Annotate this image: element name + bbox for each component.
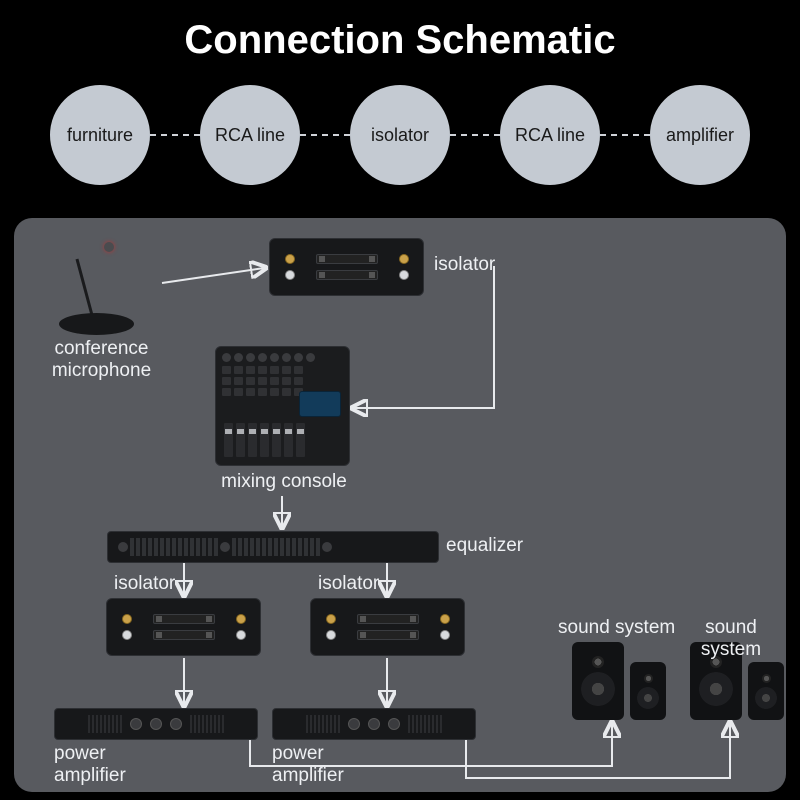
chain-node: RCA line	[500, 85, 600, 185]
schematic-panel: conference microphone isolator mixing co…	[14, 218, 786, 792]
device-equalizer	[107, 531, 439, 563]
label-power-amp-right: power amplifier	[272, 743, 362, 787]
label-mixer: mixing console	[214, 471, 354, 493]
chain-node: isolator	[350, 85, 450, 185]
chain-row: furniture RCA line isolator RCA line amp…	[0, 85, 800, 185]
device-isolator-left	[106, 598, 261, 656]
label-speakers-left: sound system	[558, 617, 675, 639]
chain-dash	[450, 134, 500, 136]
chain-dash	[150, 134, 200, 136]
device-mixing-console	[215, 346, 350, 466]
device-isolator-right	[310, 598, 465, 656]
label-isolator-top: isolator	[434, 254, 495, 276]
device-speakers-left	[572, 642, 666, 720]
label-isolator-left: isolator	[114, 573, 175, 595]
label-power-amp-left: power amplifier	[54, 743, 144, 787]
device-isolator-top	[269, 238, 424, 296]
label-isolator-right: isolator	[318, 573, 379, 595]
page-title: Connection Schematic	[0, 0, 800, 63]
chain-node: RCA line	[200, 85, 300, 185]
device-power-amp-left	[54, 708, 258, 740]
chain-node: amplifier	[650, 85, 750, 185]
label-microphone: conference microphone	[34, 338, 169, 382]
device-power-amp-right	[272, 708, 476, 740]
chain-dash	[600, 134, 650, 136]
device-microphone	[49, 240, 159, 335]
chain-dash	[300, 134, 350, 136]
label-speakers-right: sound system	[676, 617, 786, 661]
chain-node: furniture	[50, 85, 150, 185]
label-equalizer: equalizer	[446, 535, 523, 557]
